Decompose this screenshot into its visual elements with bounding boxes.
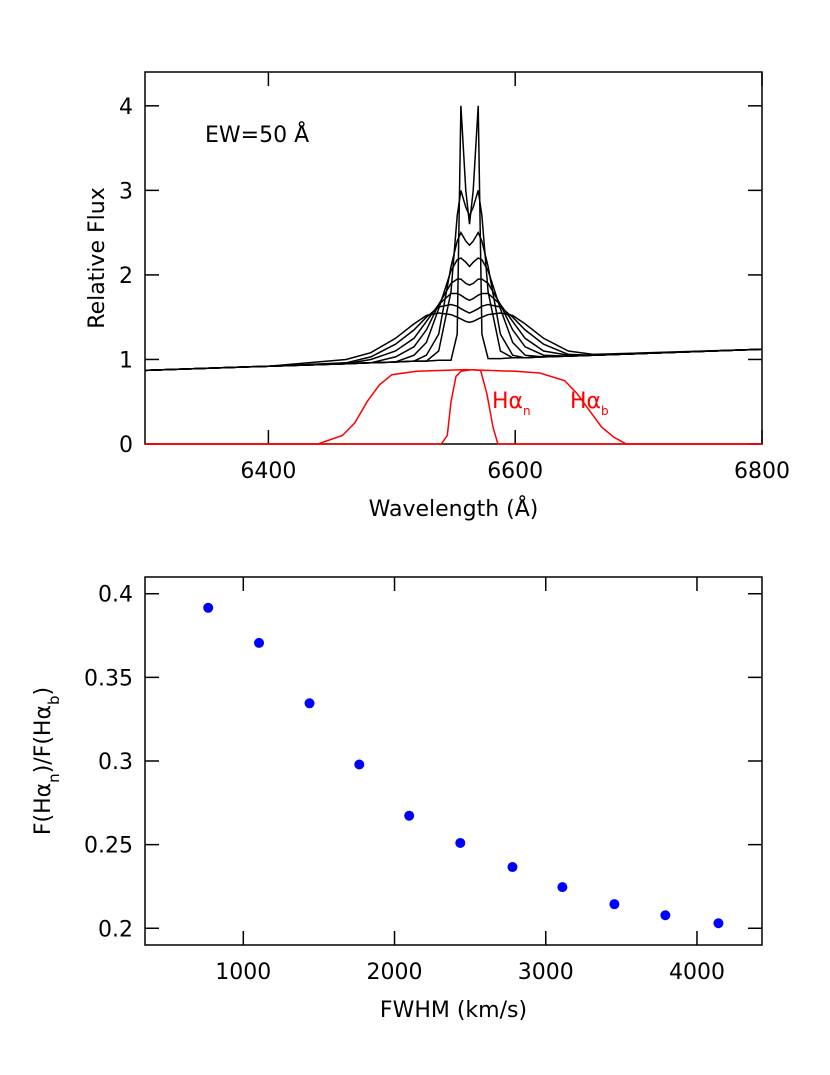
y-axis-label: F(Hαn)/F(Hαb) (31, 687, 63, 835)
x-axis-label: Wavelength (Å) (369, 495, 539, 522)
x-tick-label: 3000 (518, 960, 574, 985)
data-point (609, 899, 620, 910)
y-tick-label: 0.2 (98, 917, 133, 942)
x-tick-label: 6600 (487, 459, 543, 484)
data-point (713, 918, 724, 929)
spectrum-line (144, 292, 763, 372)
spectrum-line (144, 190, 763, 372)
data-point (404, 810, 415, 821)
spectrum-line (144, 312, 763, 372)
spectrum-line (145, 368, 762, 445)
x-tick-label: 4000 (669, 960, 725, 985)
series-label: Hαn (492, 389, 531, 418)
y-axis-label: Relative Flux (85, 187, 110, 328)
x-axis-label: FWHM (km/s) (380, 998, 527, 1023)
data-point (254, 637, 265, 648)
y-axis-label-part: F(Hα (31, 783, 56, 835)
annotation: EW=50 Å (205, 121, 309, 148)
data-point (455, 837, 466, 848)
y-tick-label: 1 (119, 348, 133, 373)
plot-frame (144, 71, 763, 445)
y-tick-label: 0.4 (98, 583, 133, 608)
series-label: Hαb (570, 389, 609, 418)
data-point (354, 759, 365, 770)
x-tick-label: 1000 (215, 960, 271, 985)
data-point (660, 910, 671, 921)
y-tick-label: 0 (119, 433, 133, 458)
x-tick-label: 2000 (367, 960, 423, 985)
y-axis-label-part: )/F(Hα (31, 705, 56, 773)
x-tick-label: 6400 (240, 459, 296, 484)
spectrum-line (144, 303, 763, 372)
data-point (557, 882, 568, 893)
y-tick-label: 3 (119, 179, 133, 204)
y-tick-label: 4 (119, 95, 133, 120)
y-tick-label: 0.25 (84, 834, 133, 859)
plot-frame (144, 576, 763, 946)
series-label-sub: b (601, 404, 609, 418)
series-label-name: Hα (492, 389, 523, 414)
data-point (507, 862, 518, 873)
data-point (203, 602, 214, 613)
y-axis-label-part: ) (31, 687, 56, 696)
spectrum-line (145, 368, 762, 445)
y-axis-label-part: n (45, 773, 63, 783)
spectrum-line (144, 257, 763, 372)
data-point (304, 698, 315, 709)
y-tick-label: 2 (119, 264, 133, 289)
series-label-name: Hα (570, 389, 601, 414)
y-axis-label-part: b (45, 695, 63, 705)
y-tick-label: 0.35 (84, 666, 133, 691)
series-label-sub: n (523, 404, 531, 418)
spectrum-line (144, 278, 763, 372)
x-tick-label: 6800 (734, 459, 790, 484)
y-tick-label: 0.3 (98, 750, 133, 775)
